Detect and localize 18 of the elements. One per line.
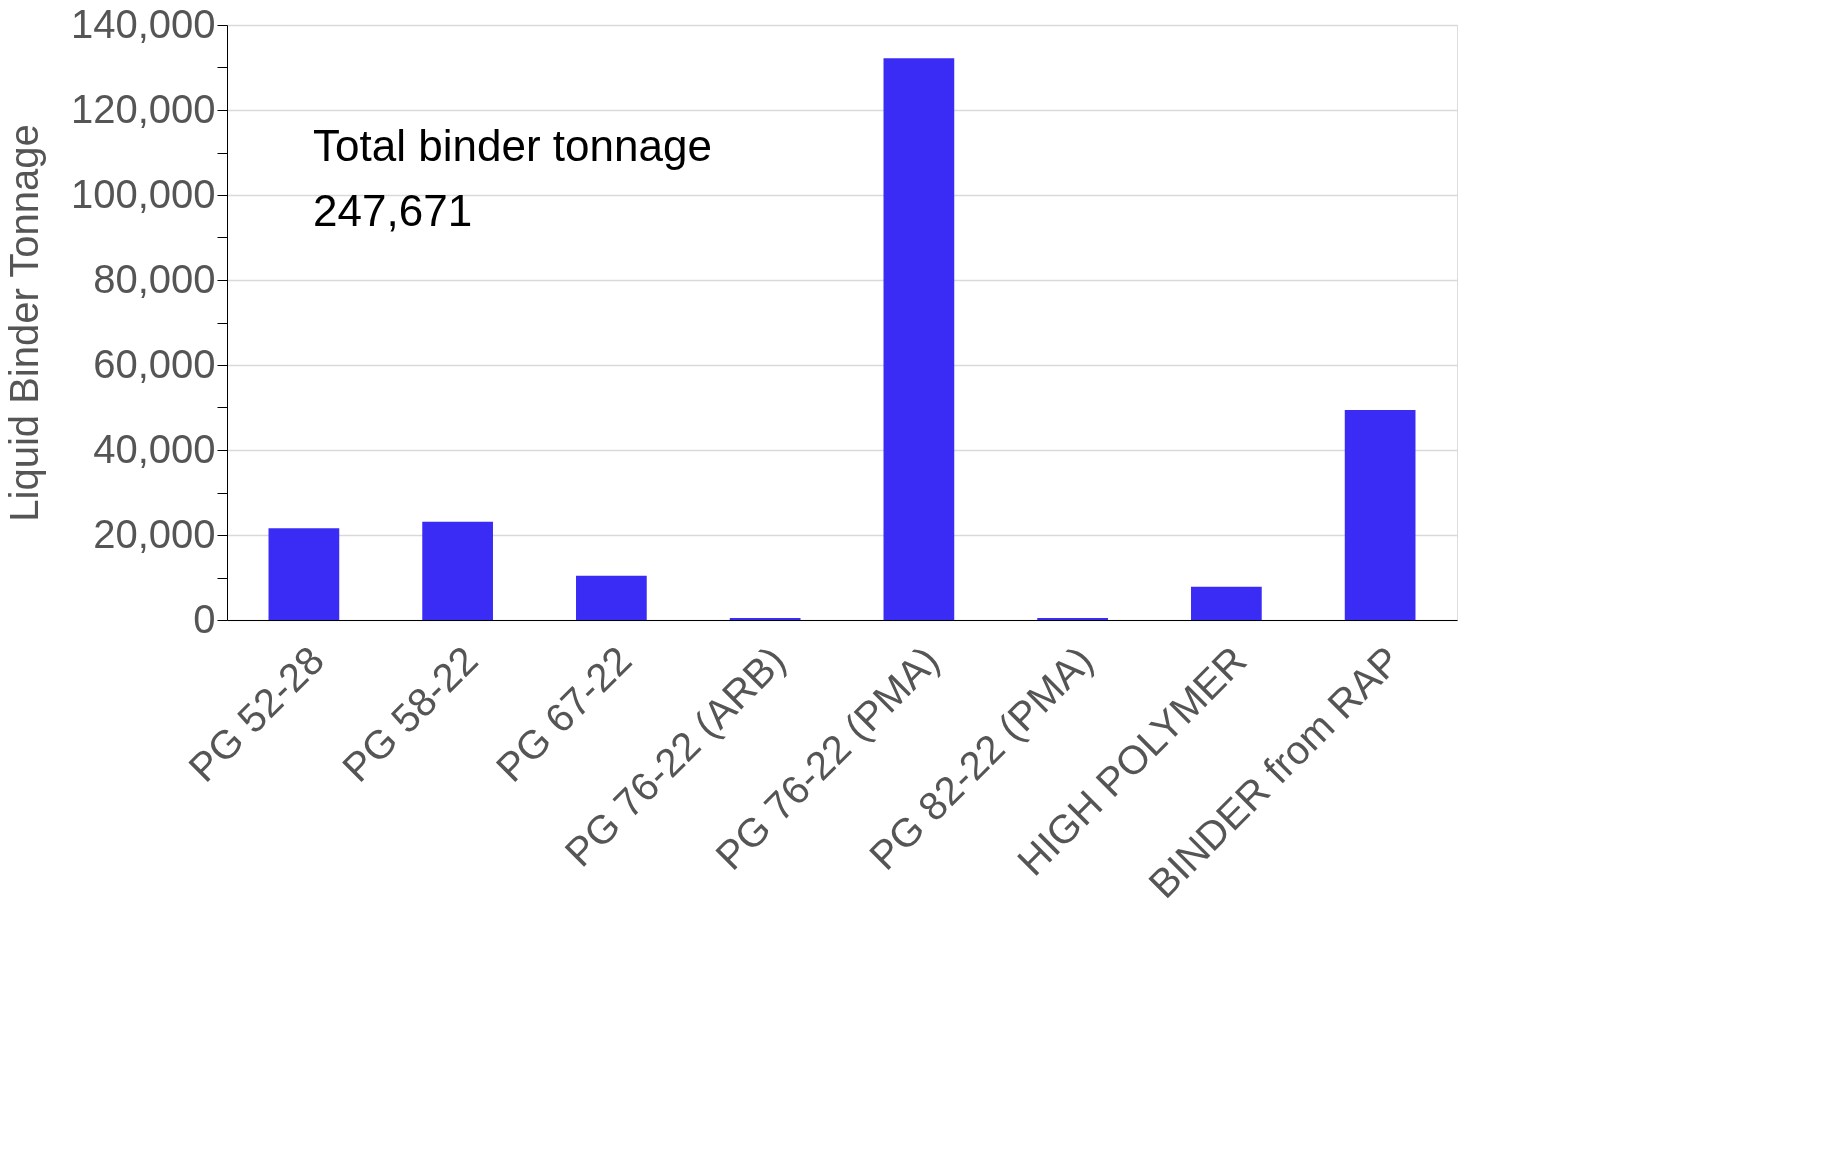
bar (576, 575, 647, 620)
y-tick-label: 120,000 (70, 86, 216, 131)
y-tick-label: 0 (193, 596, 216, 641)
annotation: Total binder tonnage 247,671 (313, 121, 712, 236)
bar (1037, 617, 1108, 620)
bar (268, 528, 340, 620)
y-tick-label: 20,000 (93, 511, 216, 556)
bar (883, 58, 955, 620)
y-tick-label: 40,000 (93, 426, 216, 471)
y-tick-label: 80,000 (93, 256, 216, 301)
bar (422, 521, 493, 620)
y-tick-label: 140,000 (70, 1, 216, 46)
bar (1191, 586, 1262, 620)
bar (729, 617, 801, 620)
y-axis-title: Liquid Binder Tonnage (1, 124, 46, 522)
bar (1344, 410, 1416, 620)
y-tick-label: 100,000 (70, 171, 216, 216)
y-tick-label: 60,000 (93, 341, 216, 386)
